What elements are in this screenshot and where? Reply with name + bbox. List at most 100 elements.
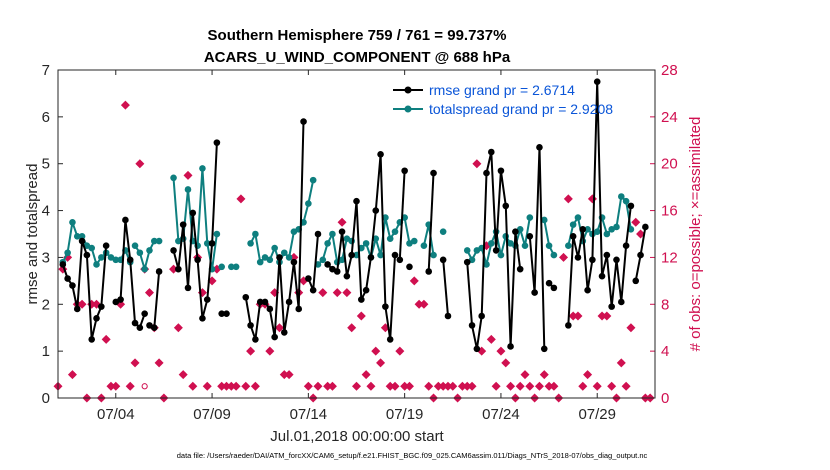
- rmse-point: [280, 329, 288, 336]
- legend-spread-label: totalspread grand pr = 2.9208: [429, 101, 613, 117]
- rmse-point: [396, 256, 404, 264]
- x-axis-label: Jul.01,2018 00:00:00 start: [270, 428, 444, 445]
- rmse-line-segment: [466, 151, 522, 350]
- obs-assimilated-point: [217, 381, 227, 391]
- rmse-point: [223, 310, 230, 317]
- obs-assimilated-point: [496, 346, 506, 356]
- obs-assimilated-point: [448, 381, 458, 391]
- rmse-line-segment: [427, 173, 435, 272]
- rmse-point: [574, 254, 582, 261]
- plot-area: [58, 70, 655, 398]
- rmse-point: [613, 256, 620, 264]
- obs-assimilated-point: [395, 346, 405, 356]
- obs-assimilated-point: [111, 381, 121, 391]
- rmse-point: [502, 202, 510, 210]
- obs-assimilated-point: [77, 299, 87, 309]
- totalspread-point: [521, 242, 529, 250]
- rmse-point: [444, 312, 452, 320]
- y-right-tick-label: 8: [661, 296, 669, 313]
- y-right-tick-label: 20: [661, 156, 678, 173]
- rmse-point: [483, 169, 490, 177]
- rmse-point: [300, 118, 307, 125]
- obs-assimilated-point: [332, 288, 342, 298]
- y-right-tick-label: 4: [661, 343, 669, 360]
- obs-assimilated-point: [318, 288, 328, 298]
- totalspread-point: [382, 214, 389, 221]
- rmse-point: [122, 216, 129, 224]
- y-right-tick-label: 0: [661, 390, 669, 407]
- rmse-point: [531, 289, 538, 296]
- obs-assimilated-point: [284, 370, 294, 380]
- obs-assimilated-point: [274, 323, 284, 333]
- obs-assimilated-point: [539, 370, 549, 380]
- obs-assimilated-point: [246, 346, 256, 356]
- obs-assimilated-point: [501, 358, 511, 368]
- rmse-point: [488, 148, 495, 156]
- obs-assimilated-point: [231, 381, 241, 391]
- rmse-point: [358, 296, 365, 303]
- rmse-point: [155, 268, 163, 275]
- obs-assimilated-point: [390, 381, 400, 391]
- rmse-point: [266, 305, 274, 313]
- y-left-tick-label: 4: [42, 203, 50, 220]
- obs-assimilated-point: [67, 370, 77, 380]
- rmse-point: [353, 197, 360, 205]
- rmse-point: [550, 284, 558, 292]
- obs-assimilated-point: [424, 381, 434, 391]
- obs-assimilated-point: [222, 381, 232, 391]
- obs-assimilated-point: [472, 159, 482, 169]
- rmse-point: [170, 247, 177, 254]
- obs-assimilated-point: [101, 334, 111, 344]
- totalspread-point: [613, 223, 620, 231]
- rmse-point: [333, 268, 341, 275]
- rmse-point: [516, 265, 524, 273]
- rmse-point: [478, 312, 485, 320]
- obs-assimilated-point: [583, 370, 593, 380]
- rmse-point: [584, 286, 591, 294]
- obs-possible-point: [141, 383, 148, 390]
- rmse-point: [468, 322, 476, 329]
- obs-assimilated-point: [361, 370, 371, 380]
- rmse-point: [179, 221, 187, 228]
- obs-assimilated-point: [130, 358, 140, 368]
- obs-assimilated-point: [183, 170, 193, 180]
- rmse-point: [348, 251, 355, 259]
- y-axis-left-label: rmse and totalspread: [24, 164, 41, 305]
- rmse-point: [589, 256, 596, 264]
- rmse-point: [73, 305, 81, 313]
- obs-assimilated-point: [376, 358, 386, 368]
- rmse-point: [208, 240, 216, 247]
- totalspread-point: [338, 256, 346, 264]
- y-left-tick-label: 0: [42, 390, 50, 407]
- totalspread-point: [324, 240, 331, 247]
- obs-assimilated-point: [188, 381, 198, 391]
- rmse-point: [141, 310, 148, 317]
- totalspread-point: [386, 235, 394, 242]
- obs-assimilated-point: [438, 381, 448, 391]
- rmse-point: [276, 254, 283, 261]
- totalspread-point: [218, 263, 225, 271]
- totalspread-point: [305, 200, 312, 207]
- totalspread-point: [64, 249, 71, 257]
- totalspread-point: [593, 228, 601, 235]
- rmse-point: [401, 167, 408, 175]
- obs-assimilated-point: [515, 381, 525, 391]
- data-file-footer: data file: /Users/raeder/DAI/ATM_forcXX/…: [177, 451, 648, 460]
- totalspread-point: [213, 230, 221, 238]
- rmse-point: [184, 284, 192, 292]
- rmse-point: [637, 251, 644, 259]
- rmse-point: [93, 315, 100, 322]
- rmse-line-segment: [528, 146, 546, 349]
- rmse-point: [425, 268, 433, 275]
- rmse-point: [194, 256, 201, 264]
- obs-assimilated-point: [534, 381, 544, 391]
- totalspread-point: [247, 240, 254, 247]
- obs-assimilated-point: [202, 381, 212, 391]
- rmse-point: [290, 258, 298, 266]
- obs-assimilated-point: [597, 311, 607, 321]
- totalspread-point: [150, 237, 158, 245]
- obs-assimilated-point: [135, 159, 145, 169]
- rmse-line-segment: [398, 170, 406, 260]
